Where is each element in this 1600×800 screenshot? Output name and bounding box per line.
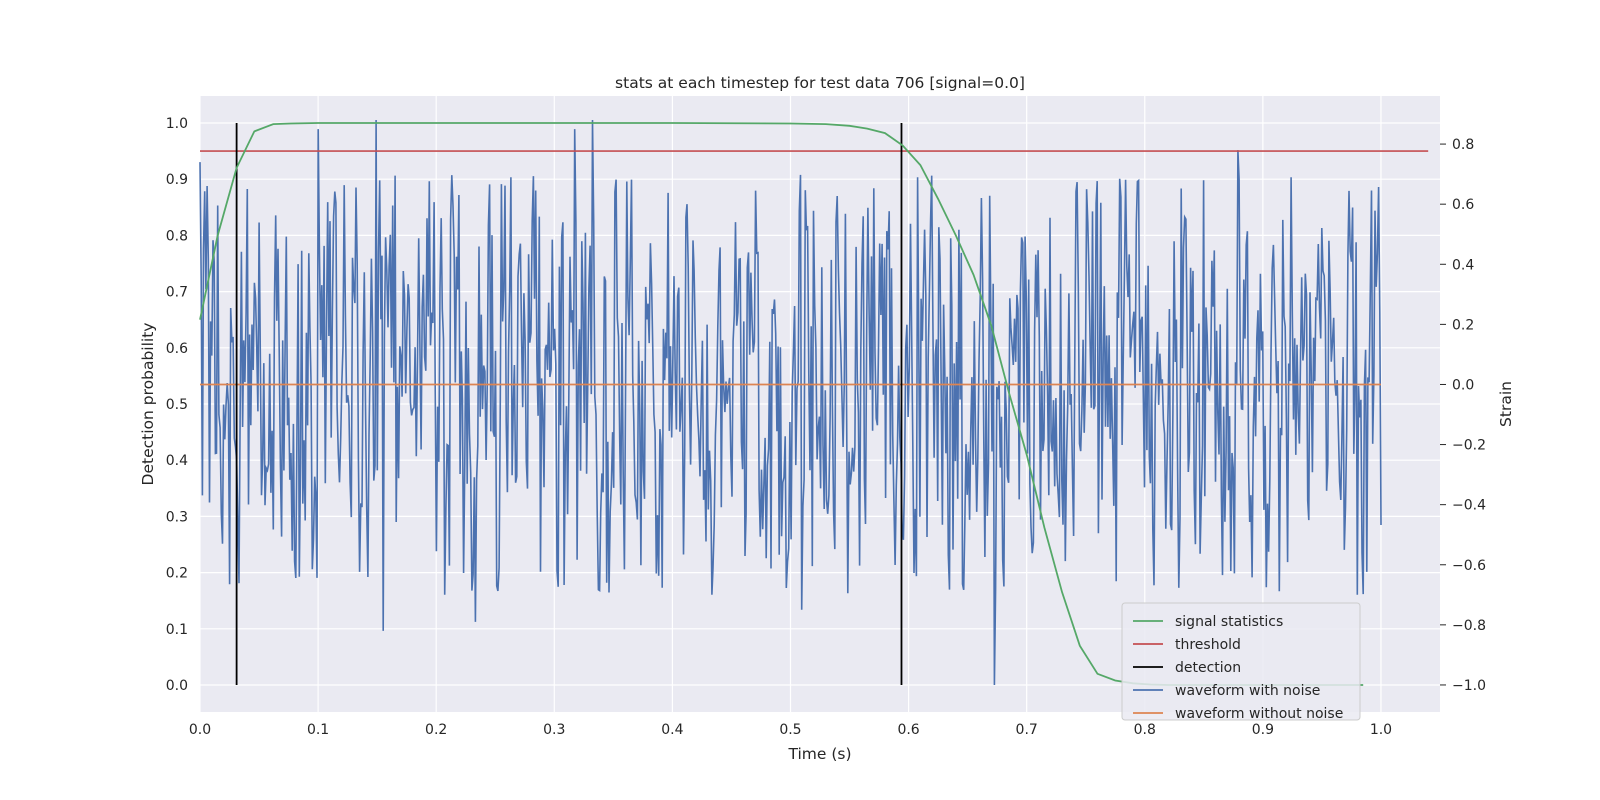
y-left-tick-label: 0.8 <box>166 228 188 244</box>
y-left-tick-label: 0.2 <box>166 566 188 582</box>
x-axis: 0.0 0.1 0.2 0.3 0.4 0.5 0.6 0.7 0.8 0.9 1.0 <box>189 722 1392 738</box>
y-left-tick-label: 1.0 <box>166 116 188 132</box>
y-axis-right: −1.0 −0.8 −0.6 −0.4 −0.2 0.0 0.2 0.4 0.6 0.8 <box>1440 137 1486 694</box>
x-tick-label: 0.5 <box>779 722 801 738</box>
y-right-tick-label: −0.4 <box>1452 498 1486 514</box>
y-left-tick-label: 0.0 <box>166 678 188 694</box>
x-tick-label: 0.0 <box>189 722 211 738</box>
y-right-tick-label: 0.0 <box>1452 377 1474 393</box>
series-layer <box>199 119 1429 686</box>
y-left-tick-label: 0.4 <box>166 453 188 469</box>
legend-frame <box>1121 602 1361 721</box>
y-axis-left-label: Detection probability <box>139 323 157 486</box>
y-left-tick-label: 0.7 <box>166 285 188 301</box>
x-tick-label: 0.1 <box>307 722 329 738</box>
y-right-tick-label: −0.2 <box>1452 438 1486 454</box>
y-axis-left: 0.0 0.1 0.2 0.3 0.4 0.5 0.6 0.7 0.8 0.9 1.0 <box>166 116 188 694</box>
y-right-tick-label: 0.6 <box>1452 197 1474 213</box>
legend-entry: detection <box>1175 660 1241 676</box>
y-right-tick-label: −1.0 <box>1452 678 1486 694</box>
series-waveform-with-noise <box>199 119 1382 686</box>
y-right-tick-label: −0.6 <box>1452 558 1486 574</box>
legend-entry: waveform with noise <box>1175 683 1320 699</box>
x-axis-label: Time (s) <box>787 745 851 763</box>
y-axis-right-label: Strain <box>1497 381 1515 427</box>
y-right-tick-label: 0.2 <box>1452 317 1474 333</box>
chart-title: stats at each timestep for test data 706… <box>615 74 1025 92</box>
legend-entry: waveform without noise <box>1175 706 1343 722</box>
x-tick-label: 0.4 <box>661 722 683 738</box>
x-tick-label: 0.8 <box>1134 722 1156 738</box>
legend-entry: threshold <box>1175 637 1241 653</box>
y-left-tick-label: 0.1 <box>166 622 188 638</box>
y-left-tick-label: 0.9 <box>166 172 188 188</box>
y-right-tick-label: 0.4 <box>1452 257 1474 273</box>
legend: signal statistics threshold detection wavef… <box>1121 602 1361 722</box>
x-tick-label: 0.7 <box>1016 722 1038 738</box>
x-tick-label: 0.3 <box>543 722 565 738</box>
legend-entry: signal statistics <box>1175 614 1283 630</box>
y-left-tick-label: 0.6 <box>166 341 188 357</box>
y-right-tick-label: 0.8 <box>1452 137 1474 153</box>
x-tick-label: 0.2 <box>425 722 447 738</box>
y-left-tick-label: 0.5 <box>166 397 188 413</box>
y-right-tick-label: −0.8 <box>1452 618 1486 634</box>
y-left-tick-label: 0.3 <box>166 509 188 525</box>
x-tick-label: 1.0 <box>1370 722 1392 738</box>
x-tick-label: 0.6 <box>897 722 919 738</box>
x-tick-label: 0.9 <box>1252 722 1274 738</box>
